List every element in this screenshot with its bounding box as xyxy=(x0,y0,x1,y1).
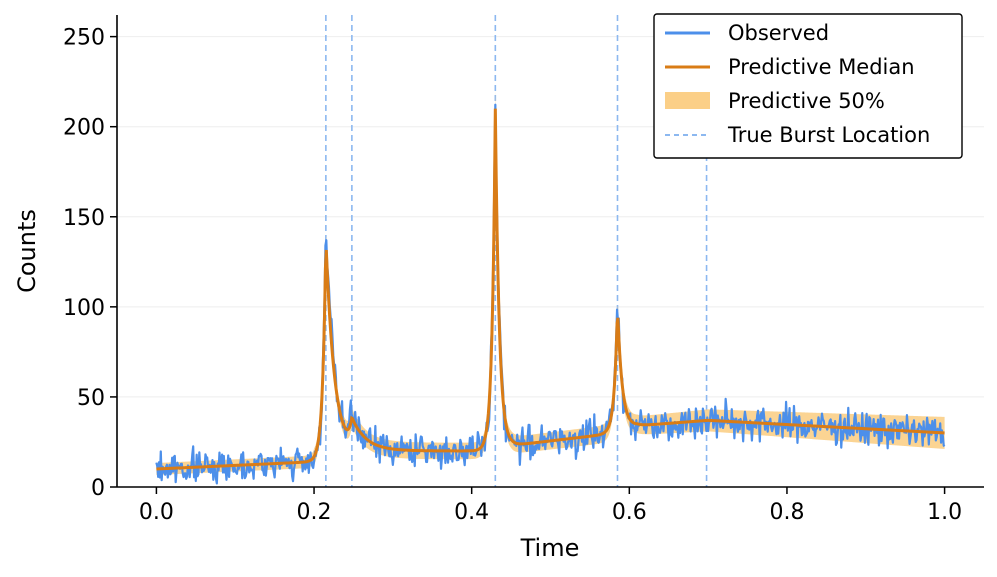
observed-line xyxy=(155,103,946,485)
x-tick-label: 0.0 xyxy=(139,500,174,525)
legend-median-label: Predictive Median xyxy=(728,55,915,79)
legend-burst-label: True Burst Location xyxy=(727,123,930,147)
y-tick-label: 150 xyxy=(63,206,105,231)
x-tick-label: 0.4 xyxy=(454,500,489,525)
y-tick-label: 50 xyxy=(77,386,105,411)
axes xyxy=(116,15,984,488)
x-tick-label: 0.6 xyxy=(612,500,647,525)
x-tick-label: 1.0 xyxy=(927,500,962,525)
legend-band-label: Predictive 50% xyxy=(728,89,885,113)
y-ticks: 0 50 100 150 200 250 xyxy=(63,26,117,501)
x-tick-label: 0.8 xyxy=(769,500,804,525)
legend-band-swatch xyxy=(665,92,710,109)
predictive-median-line xyxy=(156,108,945,471)
x-tick-label: 0.2 xyxy=(297,500,332,525)
legend: Observed Predictive Median Predictive 50… xyxy=(653,13,963,159)
y-tick-label: 0 xyxy=(91,476,105,501)
y-tick-label: 200 xyxy=(63,116,105,141)
x-axis-label: Time xyxy=(520,534,580,562)
y-tick-label: 100 xyxy=(63,296,105,321)
y-axis-label: Counts xyxy=(13,209,41,293)
legend-box xyxy=(653,13,963,159)
legend-observed-label: Observed xyxy=(728,21,829,45)
x-ticks: 0.0 0.2 0.4 0.6 0.8 1.0 xyxy=(139,487,962,525)
y-tick-label: 250 xyxy=(63,26,105,51)
